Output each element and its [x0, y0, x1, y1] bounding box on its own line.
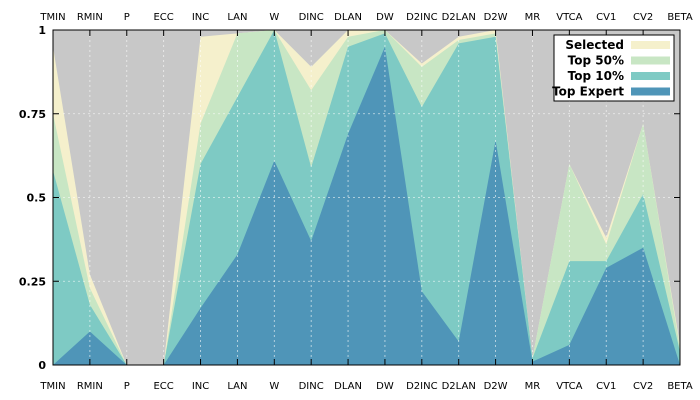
- y-tick-label-0: 0: [38, 359, 46, 372]
- x-tick-label-bottom-p: P: [124, 381, 130, 392]
- x-tick-label-bottom-mr: MR: [525, 381, 541, 392]
- y-tick-label-1: 0.25: [19, 275, 46, 288]
- x-tick-label-top-p: P: [124, 12, 130, 23]
- x-tick-label-bottom-inc: INC: [192, 381, 209, 392]
- x-tick-label-top-w: W: [269, 12, 279, 23]
- x-tick-label-bottom-d2w: D2W: [484, 381, 508, 392]
- y-tick-label-4: 1: [38, 24, 46, 37]
- x-tick-label-bottom-dw: DW: [376, 381, 394, 392]
- legend-swatch-top-50: [631, 56, 670, 65]
- legend: Selected Top 50%Top 10% Top Expert: [552, 34, 675, 102]
- x-tick-label-top-dinc: DINC: [299, 12, 324, 23]
- x-tick-label-bottom-w: W: [269, 381, 279, 392]
- x-tick-label-top-tmin: TMIN: [39, 12, 65, 23]
- x-tick-label-bottom-beta: BETA: [667, 381, 693, 392]
- x-tick-label-bottom-ecc: ECC: [153, 381, 173, 392]
- x-tick-label-top-d2lan: D2LAN: [442, 12, 476, 23]
- x-tick-label-top-d2w: D2W: [484, 12, 508, 23]
- legend-swatch-selected: [631, 41, 670, 49]
- legend-label-selected: Selected: [565, 38, 624, 52]
- x-tick-label-top-vtca: VTCA: [556, 12, 582, 23]
- x-tick-label-bottom-dinc: DINC: [299, 381, 324, 392]
- y-tick-labels: 0 0.25 0.5 0.75 1: [19, 24, 680, 372]
- x-tick-label-top-lan: LAN: [227, 12, 247, 23]
- y-tick-label-2: 0.5: [27, 192, 47, 205]
- x-tick-label-top-dlan: DLAN: [334, 12, 362, 23]
- x-tick-label-bottom-lan: LAN: [227, 381, 247, 392]
- x-tick-label-top-cv1: CV1: [596, 12, 616, 23]
- x-tick-label-top-inc: INC: [192, 12, 209, 23]
- x-tick-labels-top: TMIN RMIN P ECC INC LAN W DINC DLAN DW D2INC D2LAN D…: [39, 12, 693, 36]
- x-tick-label-bottom-cv2: CV2: [633, 381, 653, 392]
- x-tick-label-bottom-rmin: RMIN: [77, 381, 103, 392]
- legend-label-top-50: Top 50%: [568, 54, 624, 68]
- x-tick-label-top-beta: BETA: [667, 12, 693, 23]
- x-tick-label-bottom-tmin: TMIN: [39, 381, 65, 392]
- x-tick-label-top-rmin: RMIN: [77, 12, 103, 23]
- x-tick-label-bottom-dlan: DLAN: [334, 381, 362, 392]
- x-tick-label-bottom-cv1: CV1: [596, 381, 616, 392]
- legend-swatch-top-10: [631, 72, 670, 80]
- legend-label-top-expert: Top Expert: [552, 85, 624, 99]
- x-tick-label-top-ecc: ECC: [153, 12, 173, 23]
- x-tick-label-bottom-d2inc: D2INC: [406, 381, 437, 392]
- area-top-expert: [53, 46, 680, 365]
- x-tick-labels-bottom: TMIN RMIN P ECC INC LAN W DINC DLAN DW D2INC D2LAN D…: [39, 359, 693, 392]
- x-tick-label-top-cv2: CV2: [633, 12, 653, 23]
- x-tick-label-bottom-d2lan: D2LAN: [442, 381, 476, 392]
- x-tick-label-top-dw: DW: [376, 12, 394, 23]
- legend-label-top-10: Top 10%: [568, 69, 624, 83]
- legend-swatch-top-expert: [631, 87, 670, 96]
- x-tick-label-bottom-vtca: VTCA: [556, 381, 582, 392]
- x-tick-label-top-d2inc: D2INC: [406, 12, 437, 23]
- x-tick-label-top-mr: MR: [525, 12, 541, 23]
- y-tick-label-3: 0.75: [19, 108, 46, 121]
